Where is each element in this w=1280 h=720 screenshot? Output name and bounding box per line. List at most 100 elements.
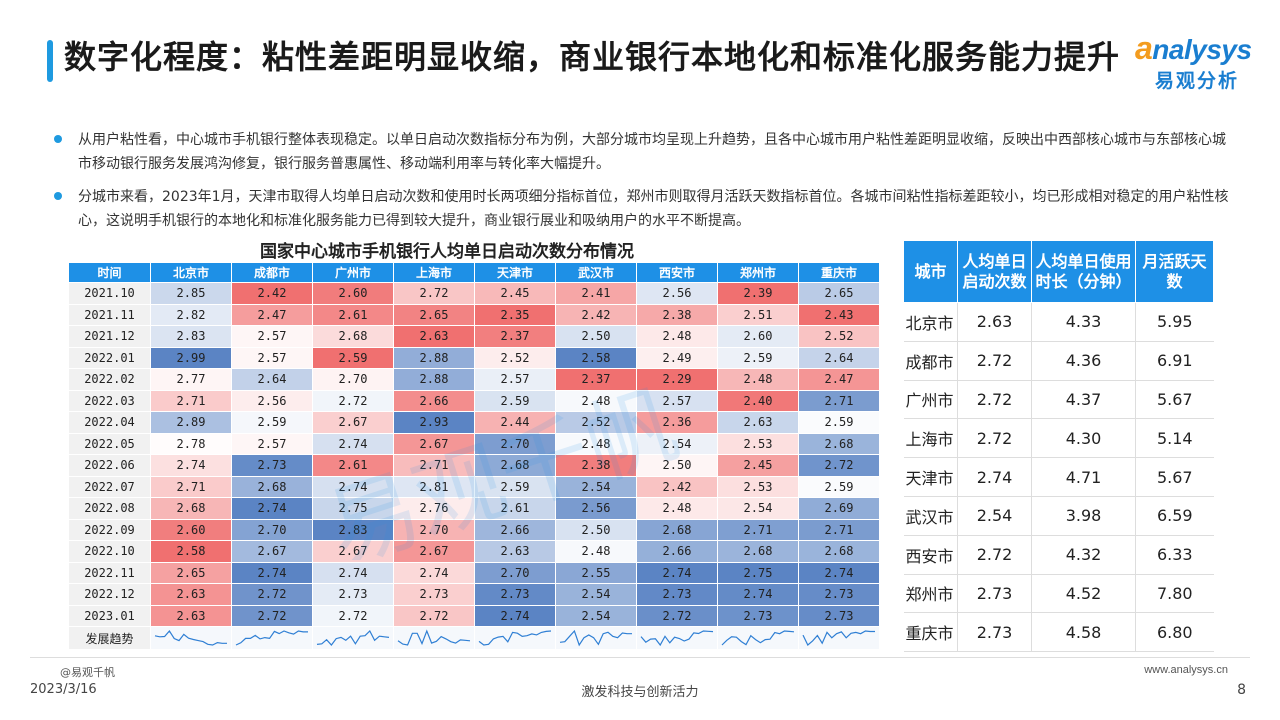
heatmap-value-cell: 2.83 — [312, 518, 394, 541]
summary-header-cell: 月活跃天数 — [1135, 240, 1214, 303]
heatmap-value-cell: 2.72 — [312, 604, 394, 627]
heatmap-value-cell: 2.71 — [393, 454, 475, 477]
heatmap-value-cell: 2.63 — [474, 540, 556, 563]
table-row: 北京市 2.63 4.33 5.95 — [903, 302, 1214, 342]
heatmap-value-cell: 2.72 — [636, 604, 718, 627]
heatmap-value-cell: 2.45 — [717, 454, 799, 477]
sparkline-5 — [478, 630, 552, 646]
trend-sparkline-cell — [474, 626, 556, 650]
trend-sparkline-cell — [717, 626, 799, 650]
heatmap-value-cell: 2.73 — [231, 454, 313, 477]
heatmap-value-cell: 2.71 — [717, 518, 799, 541]
heatmap-value-cell: 2.81 — [393, 475, 475, 498]
heatmap-value-cell: 2.56 — [231, 389, 313, 412]
heatmap-value-cell: 2.73 — [798, 604, 880, 627]
summary-value-cell: 5.67 — [1135, 457, 1214, 497]
heatmap-value-cell: 2.42 — [636, 475, 718, 498]
heatmap-value-cell: 2.45 — [474, 282, 556, 305]
heatmap-value-cell: 2.57 — [636, 389, 718, 412]
heatmap-header-row: 时间 北京市 成都市 广州市 上海市 天津市 武汉市 西安市 郑州市 重庆市 — [68, 262, 880, 283]
heatmap-value-cell: 2.78 — [150, 432, 232, 455]
heatmap-value-cell: 2.73 — [798, 583, 880, 606]
summary-header-cell: 人均单日启动次数 — [957, 240, 1032, 303]
footer-slogan: 激发科技与创新活力 — [581, 685, 699, 700]
bullet-dot-icon — [54, 192, 62, 200]
heatmap-value-cell: 2.64 — [798, 346, 880, 369]
heatmap-value-cell: 2.51 — [717, 303, 799, 326]
heatmap-month-cell: 2022.11 — [68, 561, 151, 584]
summary-value-cell: 7.80 — [1135, 574, 1214, 614]
heatmap-value-cell: 2.68 — [636, 518, 718, 541]
heatmap-value-cell: 2.71 — [150, 475, 232, 498]
heatmap-value-cell: 2.29 — [636, 368, 718, 391]
table-row: 2021.11 2.82 2.47 2.61 2.65 2.35 2.42 2.38 2.51 2… — [68, 303, 880, 326]
table-row: 2021.10 2.85 2.42 2.60 2.72 2.45 2.41 2.56 2.39 2… — [68, 282, 880, 305]
sparkline-line — [802, 630, 875, 646]
summary-city-cell: 西安市 — [903, 535, 958, 575]
table-row: 2022.07 2.71 2.68 2.74 2.81 2.59 2.54 2.42 2.53 2… — [68, 475, 880, 498]
footer-website[interactable]: www.analysys.cn — [1144, 664, 1228, 676]
heatmap-value-cell: 2.37 — [474, 325, 556, 348]
heatmap-value-cell: 2.68 — [798, 432, 880, 455]
heatmap-month-cell: 2021.11 — [68, 303, 151, 326]
heatmap-month-cell: 2021.12 — [68, 325, 151, 348]
heatmap-month-cell: 2022.02 — [68, 368, 151, 391]
summary-value-cell: 4.36 — [1031, 341, 1136, 381]
footer-divider — [30, 657, 1250, 658]
heatmap-value-cell: 2.48 — [636, 497, 718, 520]
summary-header-cell: 城市 — [903, 240, 958, 303]
heatmap-value-cell: 2.52 — [555, 411, 637, 434]
logo-rest: nalysys — [1152, 34, 1252, 65]
heatmap-value-cell: 2.93 — [393, 411, 475, 434]
summary-value-cell: 4.32 — [1031, 535, 1136, 575]
heatmap-value-cell: 2.74 — [312, 432, 394, 455]
summary-value-cell: 5.67 — [1135, 380, 1214, 420]
summary-city-cell: 重庆市 — [903, 612, 958, 653]
bullet-item: 从用户粘性看，中心城市手机银行整体表现稳定。以单日启动次数指标分布为例，大部分城… — [50, 128, 1230, 176]
heatmap-city-header: 北京市 — [150, 262, 232, 283]
summary-header-cell: 人均单日使用时长（分钟） — [1031, 240, 1136, 303]
heatmap-value-cell: 2.65 — [150, 561, 232, 584]
heatmap-value-cell: 2.70 — [393, 518, 475, 541]
summary-value-cell: 2.54 — [957, 496, 1032, 536]
table-row: 上海市 2.72 4.30 5.14 — [903, 418, 1214, 459]
heatmap-value-cell: 2.74 — [636, 561, 718, 584]
heatmap-month-cell: 2022.03 — [68, 389, 151, 412]
heatmap-value-cell: 2.70 — [231, 518, 313, 541]
heatmap-value-cell: 2.68 — [312, 325, 394, 348]
heatmap-value-cell: 2.57 — [474, 368, 556, 391]
heatmap-month-cell: 2022.04 — [68, 411, 151, 434]
summary-value-cell: 2.74 — [957, 457, 1032, 497]
heatmap-value-cell: 2.49 — [636, 346, 718, 369]
heatmap-value-cell: 2.73 — [717, 604, 799, 627]
heatmap-value-cell: 2.70 — [312, 368, 394, 391]
heatmap-value-cell: 2.48 — [555, 389, 637, 412]
heatmap-value-cell: 2.70 — [474, 561, 556, 584]
heatmap-value-cell: 2.72 — [231, 583, 313, 606]
trend-sparkline-cell — [231, 626, 313, 650]
heatmap-city-header: 天津市 — [474, 262, 556, 283]
summary-value-cell: 2.72 — [957, 341, 1032, 381]
heatmap-value-cell: 2.55 — [555, 561, 637, 584]
heatmap-value-cell: 2.70 — [474, 432, 556, 455]
summary-value-cell: 2.73 — [957, 612, 1032, 653]
summary-value-cell: 6.91 — [1135, 341, 1214, 381]
heatmap-title: 国家中心城市手机银行人均单日启动次数分布情况 — [260, 242, 634, 262]
heatmap-value-cell: 2.89 — [150, 411, 232, 434]
heatmap-value-cell: 2.74 — [231, 497, 313, 520]
heatmap-value-cell: 2.58 — [150, 540, 232, 563]
bullet-dot-icon — [54, 135, 62, 143]
trend-sparkline-cell — [798, 626, 880, 650]
heatmap-value-cell: 2.48 — [636, 325, 718, 348]
table-row: 2022.04 2.89 2.59 2.67 2.93 2.44 2.52 2.36 2.63 2… — [68, 411, 880, 434]
heatmap-value-cell: 2.74 — [312, 475, 394, 498]
heatmap-value-cell: 2.54 — [555, 604, 637, 627]
heatmap-value-cell: 2.75 — [717, 561, 799, 584]
heatmap-value-cell: 2.52 — [474, 346, 556, 369]
heatmap-value-cell: 2.74 — [231, 561, 313, 584]
heatmap-value-cell: 2.74 — [393, 561, 475, 584]
sparkline-line — [397, 629, 471, 646]
heatmap-month-cell: 2022.06 — [68, 454, 151, 477]
heatmap-value-cell: 2.59 — [312, 346, 394, 369]
heatmap-value-cell: 2.42 — [555, 303, 637, 326]
